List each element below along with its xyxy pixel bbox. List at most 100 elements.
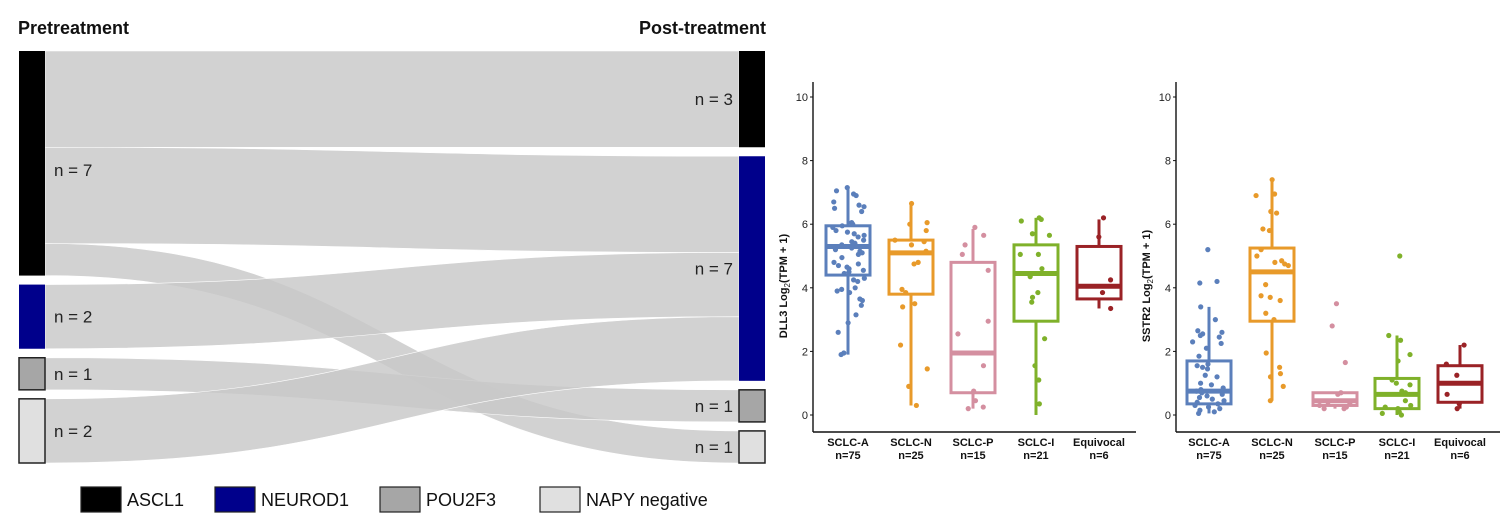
point-sclc-i [1046,232,1053,238]
point-sclc-a [844,185,850,191]
y-tick-label-2: 2 [802,346,808,358]
point-sclc-p [1333,301,1340,307]
point-sclc-a [1195,328,1201,334]
point-sclc-a [860,267,866,273]
post-node-napy-negative [738,430,766,464]
point-sclc-p [985,318,991,324]
point-sclc-a [861,237,867,243]
box-group-sclc-i [1373,253,1421,418]
pre-node-ascl1 [19,51,45,276]
box-group-sclc-n [1248,177,1296,404]
point-sclc-a [1204,393,1210,399]
y-tick-label-4: 4 [802,283,808,295]
point-sclc-p [980,363,987,369]
point-sclc-a [1220,385,1226,391]
sankey-left-title: Pretreatment [18,18,129,38]
y-tick-label-0: 0 [1165,410,1171,422]
y-tick-label-0: 0 [802,410,808,422]
point-sclc-i [1027,274,1033,280]
pre-node-pou2f3 [18,357,46,391]
point-equivocal [1461,342,1467,348]
sankey-chart: Pretreatment Post-treatment n = 7n = 2n … [18,18,766,513]
point-equivocal [1443,361,1449,367]
point-sclc-n [1258,293,1264,299]
post-node-ascl1-count: n = 3 [695,90,733,109]
x-count-label-sclc-p: n=15 [960,450,985,462]
point-sclc-n [1272,259,1278,265]
point-sclc-n [923,227,929,234]
point-sclc-n [1277,364,1283,370]
point-sclc-a [1204,366,1211,372]
point-sclc-n [1271,317,1277,323]
pre-node-neurod1-count: n = 2 [54,308,92,327]
point-sclc-p [972,398,979,404]
legend-label-neurod1: NEUROD1 [261,490,349,510]
legend-item-ascl1: ASCL1 [80,486,184,513]
point-sclc-a [853,312,859,318]
point-sclc-p [1321,406,1327,412]
flow-ascl1-to-ascl1 [44,50,740,148]
legend-swatch-pou2f3 [379,486,421,513]
point-sclc-a [852,240,858,246]
point-sclc-i [1035,251,1041,258]
y-axis-label-main: DLL3 Log [778,287,790,338]
point-sclc-n [892,237,898,243]
y-tick-label-10: 10 [1159,92,1171,104]
point-sclc-a [835,262,842,269]
post-node-pou2f3 [738,389,766,423]
x-count-label-sclc-n: n=25 [898,450,923,462]
point-sclc-a [831,259,837,265]
point-sclc-a [1199,390,1205,396]
point-sclc-a [1190,339,1196,345]
point-equivocal [1444,391,1450,397]
point-sclc-p [980,404,986,410]
point-sclc-p [1342,359,1348,366]
point-sclc-p [972,224,978,230]
point-sclc-i [1017,251,1023,258]
box-equivocal [1075,244,1123,301]
x-count-label-sclc-i: n=21 [1023,450,1048,462]
point-sclc-a [838,351,844,358]
point-sclc-a [1196,353,1202,359]
point-sclc-p [1341,406,1347,412]
point-sclc-a [1219,391,1225,397]
point-sclc-a [1198,304,1204,310]
y-axis-label: DLL3 Log2(TPM + 1) [778,233,792,338]
point-sclc-i [1389,377,1395,383]
point-sclc-p [981,232,987,238]
x-tick-label-sclc-n: SCLC-N [1251,437,1293,449]
x-tick-label-sclc-a: SCLC-A [827,437,869,449]
point-sclc-p [1325,399,1331,405]
x-count-label-equivocal: n=6 [1089,450,1108,462]
point-sclc-a [1197,280,1203,286]
point-sclc-p [1335,391,1341,397]
point-sclc-a [849,245,855,251]
legend-label-napy-negative: NAPY negative [586,490,708,510]
point-sclc-a [1211,409,1217,415]
y-tick-label-6: 6 [802,219,808,231]
point-sclc-a [834,288,840,294]
point-sclc-i [1036,401,1042,407]
legend-label-ascl1: ASCL1 [127,490,184,510]
point-sclc-a [858,302,864,308]
point-sclc-p [965,406,971,412]
point-sclc-a [861,204,867,210]
point-sclc-a [1221,398,1227,404]
x-count-label-sclc-i: n=21 [1384,450,1409,462]
post-node-pou2f3-count: n = 1 [695,397,733,416]
post-node-neurod1 [739,156,765,381]
point-sclc-a [1199,364,1206,370]
point-sclc-i [1408,402,1414,409]
point-sclc-p [959,251,965,258]
x-tick-label-sclc-n: SCLC-N [890,437,932,449]
point-sclc-n [915,259,921,265]
point-sclc-n [1273,210,1280,216]
point-sclc-a [833,188,840,194]
point-sclc-n [1263,310,1269,316]
point-equivocal [1454,406,1460,412]
point-sclc-p [1329,323,1335,329]
point-sclc-i [1402,390,1409,396]
point-sclc-n [1260,226,1266,232]
x-count-label-sclc-a: n=75 [1196,450,1221,462]
point-sclc-i [1395,358,1401,364]
